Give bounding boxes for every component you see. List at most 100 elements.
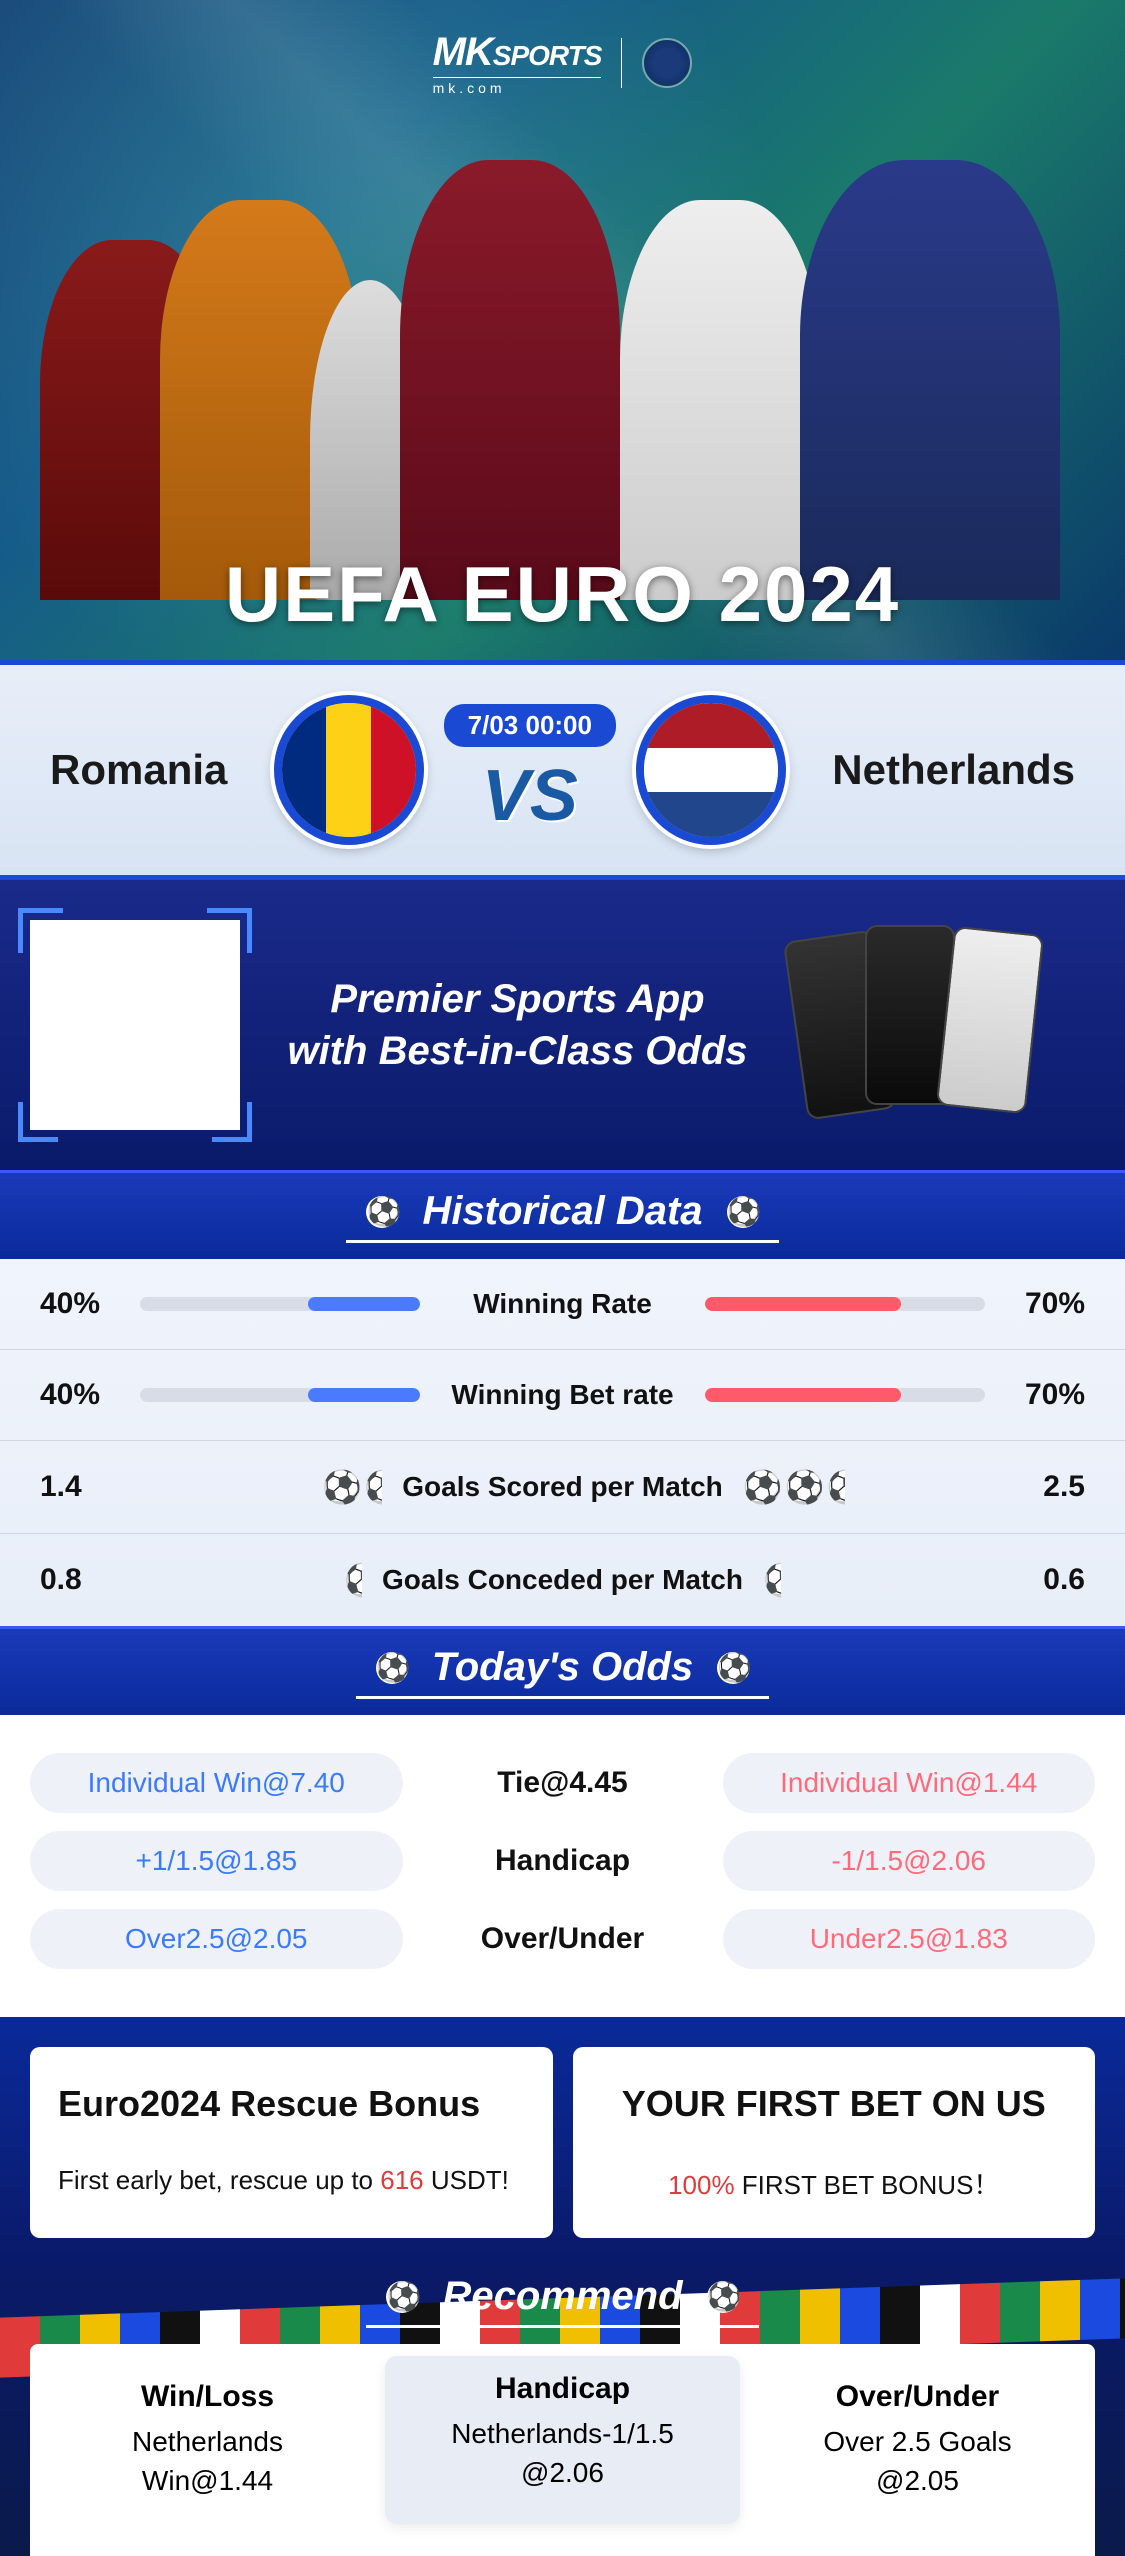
promo-section: Premier Sports App with Best-in-Class Od… [0, 880, 1125, 1170]
promo-line2: with Best-in-Class Odds [287, 1029, 747, 1073]
vs-block: 7/03 00:00 VS [444, 704, 616, 837]
odds-row: Individual Win@7.40 Tie@4.45 Individual Wi… [30, 1753, 1095, 1813]
ball-half-icon: ⚽ [364, 1469, 382, 1505]
players-image [0, 180, 1125, 600]
match-time: 7/03 00:00 [444, 704, 616, 747]
odds-right-pill[interactable]: Individual Win@1.44 [723, 1753, 1096, 1813]
club-badge-icon [642, 38, 692, 88]
hist-left-val: 0.8 [40, 1563, 140, 1597]
recommend-col[interactable]: Win/Loss NetherlandsWin@1.44 [30, 2364, 385, 2516]
promo-line1: Premier Sports App [330, 977, 704, 1021]
team-left-name: Romania [50, 746, 227, 794]
recommend-col[interactable]: Handicap Netherlands-1/1.5@2.06 [385, 2356, 740, 2524]
hist-right-val: 0.6 [985, 1563, 1085, 1597]
soccer-ball-icon [727, 1196, 759, 1228]
recommend-section: Recommend Win/Loss NetherlandsWin@1.44 Han… [0, 2258, 1125, 2556]
bonus-left-title: Euro2024 Rescue Bonus [58, 2083, 525, 2125]
brand-divider [621, 38, 622, 88]
balls-right: ⚽⚽⚽ [743, 1469, 985, 1505]
ball-icon: ⚽ [743, 1469, 779, 1505]
soccer-ball-icon [707, 2281, 739, 2313]
hist-left-val: 40% [40, 1287, 140, 1321]
brand-block: MKSPORTS mk.com [433, 30, 693, 96]
recommend-header: Recommend [0, 2258, 1125, 2344]
hist-bar-left [140, 1388, 420, 1402]
hist-bar-left [140, 1297, 420, 1311]
bonus-right-title: YOUR FIRST BET ON US [601, 2083, 1068, 2125]
hist-left-val: 1.4 [40, 1470, 140, 1504]
rec-col-line1: Netherlands-1/1.5 [395, 2414, 730, 2453]
hist-right-val: 70% [985, 1378, 1085, 1412]
bonus-card-rescue[interactable]: Euro2024 Rescue Bonus First early bet, r… [30, 2047, 553, 2238]
rec-col-line1: Over 2.5 Goals [750, 2422, 1085, 2461]
odds-table: Individual Win@7.40 Tie@4.45 Individual Wi… [0, 1715, 1125, 2017]
odds-right-pill[interactable]: -1/1.5@2.06 [723, 1831, 1096, 1891]
brand-logo: MKSPORTS mk.com [433, 30, 602, 96]
ball-icon: ⚽ [322, 1469, 358, 1505]
app-screenshots-icon [795, 925, 1095, 1125]
brand-sub: mk.com [433, 77, 602, 96]
soccer-ball-icon [376, 1652, 408, 1684]
flag-right-icon [636, 695, 786, 845]
odds-title: Today's Odds [432, 1645, 693, 1690]
historical-table: 40% Winning Rate 70% 40% Winning Bet rate 70%… [0, 1259, 1125, 1626]
bonus-section: Euro2024 Rescue Bonus First early bet, r… [0, 2017, 1125, 2258]
hist-row: 40% Winning Rate 70% [0, 1259, 1125, 1349]
match-bar: Romania 7/03 00:00 VS Netherlands [0, 660, 1125, 880]
hist-label: Winning Rate [473, 1288, 652, 1320]
rec-col-title: Handicap [395, 2372, 730, 2406]
historical-title: Historical Data [422, 1189, 702, 1234]
hist-right-val: 2.5 [985, 1470, 1085, 1504]
soccer-ball-icon [386, 2281, 418, 2313]
qr-placeholder[interactable] [30, 920, 240, 1130]
historical-header: Historical Data [0, 1170, 1125, 1259]
hist-label: Winning Bet rate [451, 1379, 673, 1411]
hist-row: 40% Winning Bet rate 70% [0, 1349, 1125, 1440]
recommend-col[interactable]: Over/Under Over 2.5 Goals@2.05 [740, 2364, 1095, 2516]
vs-label: VS [444, 755, 616, 837]
hist-label: Goals Scored per Match [402, 1471, 723, 1503]
odds-right-pill[interactable]: Under2.5@1.83 [723, 1909, 1096, 1969]
odds-left-pill[interactable]: Over2.5@2.05 [30, 1909, 403, 1969]
hist-left-val: 40% [40, 1378, 140, 1412]
rec-col-title: Over/Under [750, 2380, 1085, 2414]
odds-header: Today's Odds [0, 1626, 1125, 1715]
hist-row: 0.8 ⚽ Goals Conceded per Match ⚽ 0.6 [0, 1533, 1125, 1626]
soccer-ball-icon [717, 1652, 749, 1684]
hist-row: 1.4⚽⚽Goals Scored per Match⚽⚽⚽2.5 [0, 1440, 1125, 1533]
rec-col-line2: @2.06 [395, 2453, 730, 2492]
brand-suffix: SPORTS [493, 40, 602, 71]
odds-row: Over2.5@2.05 Over/Under Under2.5@1.83 [30, 1909, 1095, 1969]
odds-row: +1/1.5@1.85 Handicap -1/1.5@2.06 [30, 1831, 1095, 1891]
flag-left-icon [274, 695, 424, 845]
odds-center-label: Handicap [433, 1844, 693, 1878]
rec-col-line1: Netherlands [40, 2422, 375, 2461]
recommend-table: Win/Loss NetherlandsWin@1.44 Handicap Nethe… [30, 2344, 1095, 2556]
promo-text: Premier Sports App with Best-in-Class Od… [280, 973, 755, 1077]
hist-bar-right [705, 1388, 985, 1402]
soccer-ball-icon [366, 1196, 398, 1228]
balls-left: ⚽ [140, 1562, 362, 1598]
bonus-card-firstbet[interactable]: YOUR FIRST BET ON US 100% FIRST BET BONU… [573, 2047, 1096, 2238]
ball-half-icon: ⚽ [763, 1562, 781, 1598]
odds-center-label: Tie@4.45 [433, 1766, 693, 1800]
hist-bar-right [705, 1297, 985, 1311]
ball-icon: ⚽ [785, 1469, 821, 1505]
rec-col-line2: @2.05 [750, 2461, 1085, 2500]
rec-col-title: Win/Loss [40, 2380, 375, 2414]
ball-half-icon: ⚽ [344, 1562, 362, 1598]
odds-center-label: Over/Under [433, 1922, 693, 1956]
hero-title: UEFA EURO 2024 [0, 549, 1125, 640]
hero-banner: MKSPORTS mk.com UEFA EURO 2024 [0, 0, 1125, 660]
rec-col-line2: Win@1.44 [40, 2461, 375, 2500]
odds-left-pill[interactable]: +1/1.5@1.85 [30, 1831, 403, 1891]
odds-left-pill[interactable]: Individual Win@7.40 [30, 1753, 403, 1813]
bonus-right-body: 100% FIRST BET BONUS！ [601, 2165, 1068, 2202]
hist-right-val: 70% [985, 1287, 1085, 1321]
recommend-title: Recommend [442, 2274, 682, 2319]
balls-right: ⚽ [763, 1562, 985, 1598]
match-center: 7/03 00:00 VS [274, 695, 786, 845]
hist-label: Goals Conceded per Match [382, 1564, 743, 1596]
bonus-left-body: First early bet, rescue up to 616 USDT! [58, 2165, 525, 2196]
balls-left: ⚽⚽ [140, 1469, 382, 1505]
